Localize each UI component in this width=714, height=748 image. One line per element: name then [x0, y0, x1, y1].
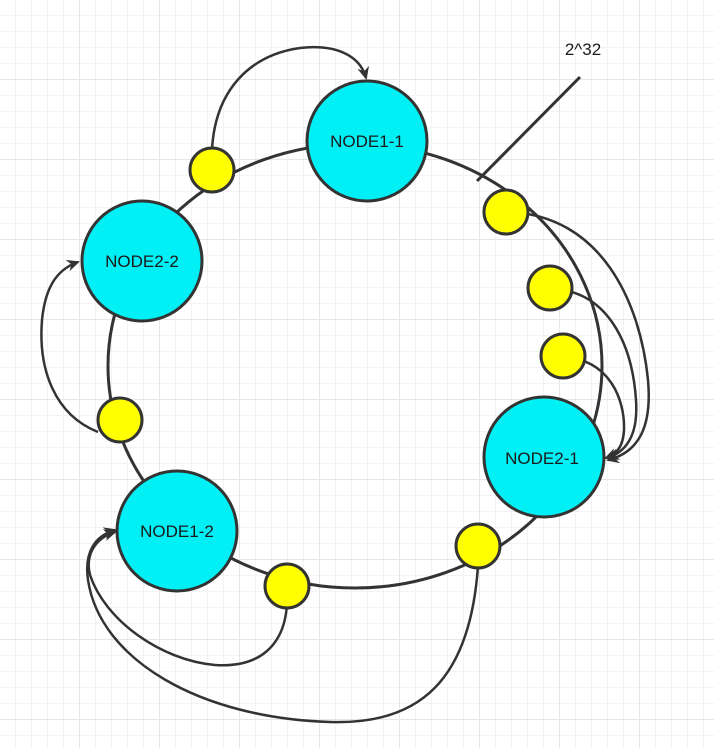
key-point-bottom-right — [454, 522, 502, 570]
arrow-key-top-to-node1-1 — [210, 45, 370, 151]
arrow-key-right3-to-node2-1 — [563, 355, 626, 460]
arrow-key-left-to-node2-2 — [40, 259, 99, 434]
key-point-right-1 — [482, 188, 530, 236]
key-point-top — [188, 146, 236, 194]
node-2-1: NODE2-1 — [482, 395, 606, 519]
arrow-key-bottomright-to-node1-2 — [85, 527, 480, 724]
arrow-key-right1-to-node2-1 — [507, 210, 650, 464]
node-1-2: NODE1-2 — [115, 469, 239, 593]
node-1-1: NODE1-1 — [305, 79, 429, 203]
node-2-2-label: NODE2-2 — [105, 252, 179, 271]
node-1-1-label: NODE1-1 — [330, 132, 404, 151]
node-2-2: NODE2-2 — [80, 199, 204, 323]
key-point-bottom — [263, 562, 311, 610]
node-1-2-label: NODE1-2 — [140, 522, 214, 541]
key-point-left — [96, 396, 144, 444]
key-point-right-3 — [539, 332, 587, 380]
ring-origin-label: 2^32 — [565, 40, 601, 59]
key-point-right-2 — [526, 264, 574, 312]
ring-origin-line — [475, 75, 582, 183]
node-2-1-label: NODE2-1 — [505, 449, 579, 468]
arrow-key-right2-to-node2-1 — [550, 287, 638, 460]
arrow-key-bottom-to-node1-2 — [87, 529, 289, 667]
